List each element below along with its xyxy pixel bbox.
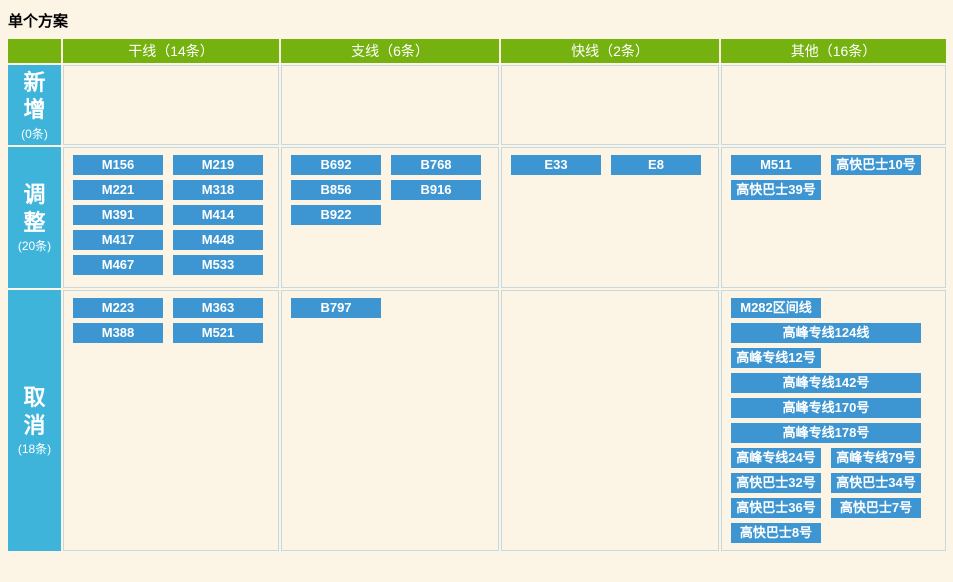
- cell-adjusted-express: E33 E8: [501, 147, 719, 288]
- line-button[interactable]: M363: [173, 298, 263, 318]
- line-button[interactable]: M221: [73, 180, 163, 200]
- row-count: (0条): [21, 126, 48, 141]
- cell-cancelled-trunk: M223 M363 M388 M521: [63, 290, 279, 551]
- row-label: 调整: [23, 182, 46, 235]
- line-button[interactable]: B768: [391, 155, 481, 175]
- line-button[interactable]: B692: [291, 155, 381, 175]
- line-button[interactable]: M282区间线: [731, 298, 821, 318]
- cell-added-express: [501, 65, 719, 145]
- line-button[interactable]: B922: [291, 205, 381, 225]
- cell-adjusted-branch: B692 B768 B856 B916 B922: [281, 147, 499, 288]
- line-button[interactable]: 高快巴士39号: [731, 180, 821, 200]
- line-button[interactable]: 高快巴士36号: [731, 498, 821, 518]
- line-button[interactable]: M417: [73, 230, 163, 250]
- column-header-other: 其他（16条）: [721, 39, 946, 63]
- line-button[interactable]: E33: [511, 155, 601, 175]
- line-button[interactable]: M219: [173, 155, 263, 175]
- line-button[interactable]: 高峰专线178号: [731, 423, 921, 443]
- line-button[interactable]: 高快巴士32号: [731, 473, 821, 493]
- line-button[interactable]: M448: [173, 230, 263, 250]
- cell-added-trunk: [63, 65, 279, 145]
- line-button[interactable]: M388: [73, 323, 163, 343]
- line-button[interactable]: E8: [611, 155, 701, 175]
- line-button[interactable]: B916: [391, 180, 481, 200]
- cell-cancelled-branch: B797: [281, 290, 499, 551]
- row-header-added: 新增 (0条): [8, 65, 61, 145]
- line-button[interactable]: M318: [173, 180, 263, 200]
- column-header-branch: 支线（6条）: [281, 39, 499, 63]
- line-button[interactable]: B797: [291, 298, 381, 318]
- line-button[interactable]: 高快巴士7号: [831, 498, 921, 518]
- line-button[interactable]: M414: [173, 205, 263, 225]
- cell-added-other: [721, 65, 946, 145]
- plan-table: 干线（14条） 支线（6条） 快线（2条） 其他（16条） 新增 (0条) 调整…: [8, 39, 946, 551]
- row-header-adjusted: 调整 (20条): [8, 147, 61, 288]
- cell-cancelled-express: [501, 290, 719, 551]
- row-count: (18条): [17, 442, 52, 456]
- line-button[interactable]: M156: [73, 155, 163, 175]
- line-button[interactable]: 高快巴士34号: [831, 473, 921, 493]
- row-header-cancelled: 取消 (18条): [8, 290, 61, 551]
- line-button[interactable]: M467: [73, 255, 163, 275]
- page: 单个方案 干线（14条） 支线（6条） 快线（2条） 其他（16条） 新增 (0…: [8, 13, 946, 551]
- line-button[interactable]: M533: [173, 255, 263, 275]
- page-title: 单个方案: [8, 13, 69, 30]
- line-button[interactable]: M391: [73, 205, 163, 225]
- line-button[interactable]: 高峰专线170号: [731, 398, 921, 418]
- line-button[interactable]: 高峰专线79号: [831, 448, 921, 468]
- line-button[interactable]: 高快巴士8号: [731, 523, 821, 543]
- column-header-trunk: 干线（14条）: [63, 39, 279, 63]
- line-button[interactable]: 高峰专线12号: [731, 348, 821, 368]
- column-header-express: 快线（2条）: [501, 39, 719, 63]
- cell-cancelled-other: M282区间线 高峰专线124线 高峰专线12号 高峰专线142号 高峰专线170号 高峰…: [721, 290, 946, 551]
- table-corner-cell: [8, 39, 61, 63]
- line-button[interactable]: B856: [291, 180, 381, 200]
- line-button[interactable]: M511: [731, 155, 821, 175]
- row-label: 新增: [23, 69, 46, 123]
- line-button[interactable]: 高快巴士10号: [831, 155, 921, 175]
- row-label: 取消: [23, 385, 46, 438]
- cell-adjusted-trunk: M156 M219 M221 M318 M391 M414 M417 M448 M467 M533: [63, 147, 279, 288]
- cell-added-branch: [281, 65, 499, 145]
- line-button[interactable]: 高峰专线24号: [731, 448, 821, 468]
- cell-adjusted-other: M511 高快巴士10号 高快巴士39号: [721, 147, 946, 288]
- line-button[interactable]: M223: [73, 298, 163, 318]
- row-count: (20条): [17, 239, 52, 253]
- line-button[interactable]: 高峰专线142号: [731, 373, 921, 393]
- line-button[interactable]: M521: [173, 323, 263, 343]
- line-button[interactable]: 高峰专线124线: [731, 323, 921, 343]
